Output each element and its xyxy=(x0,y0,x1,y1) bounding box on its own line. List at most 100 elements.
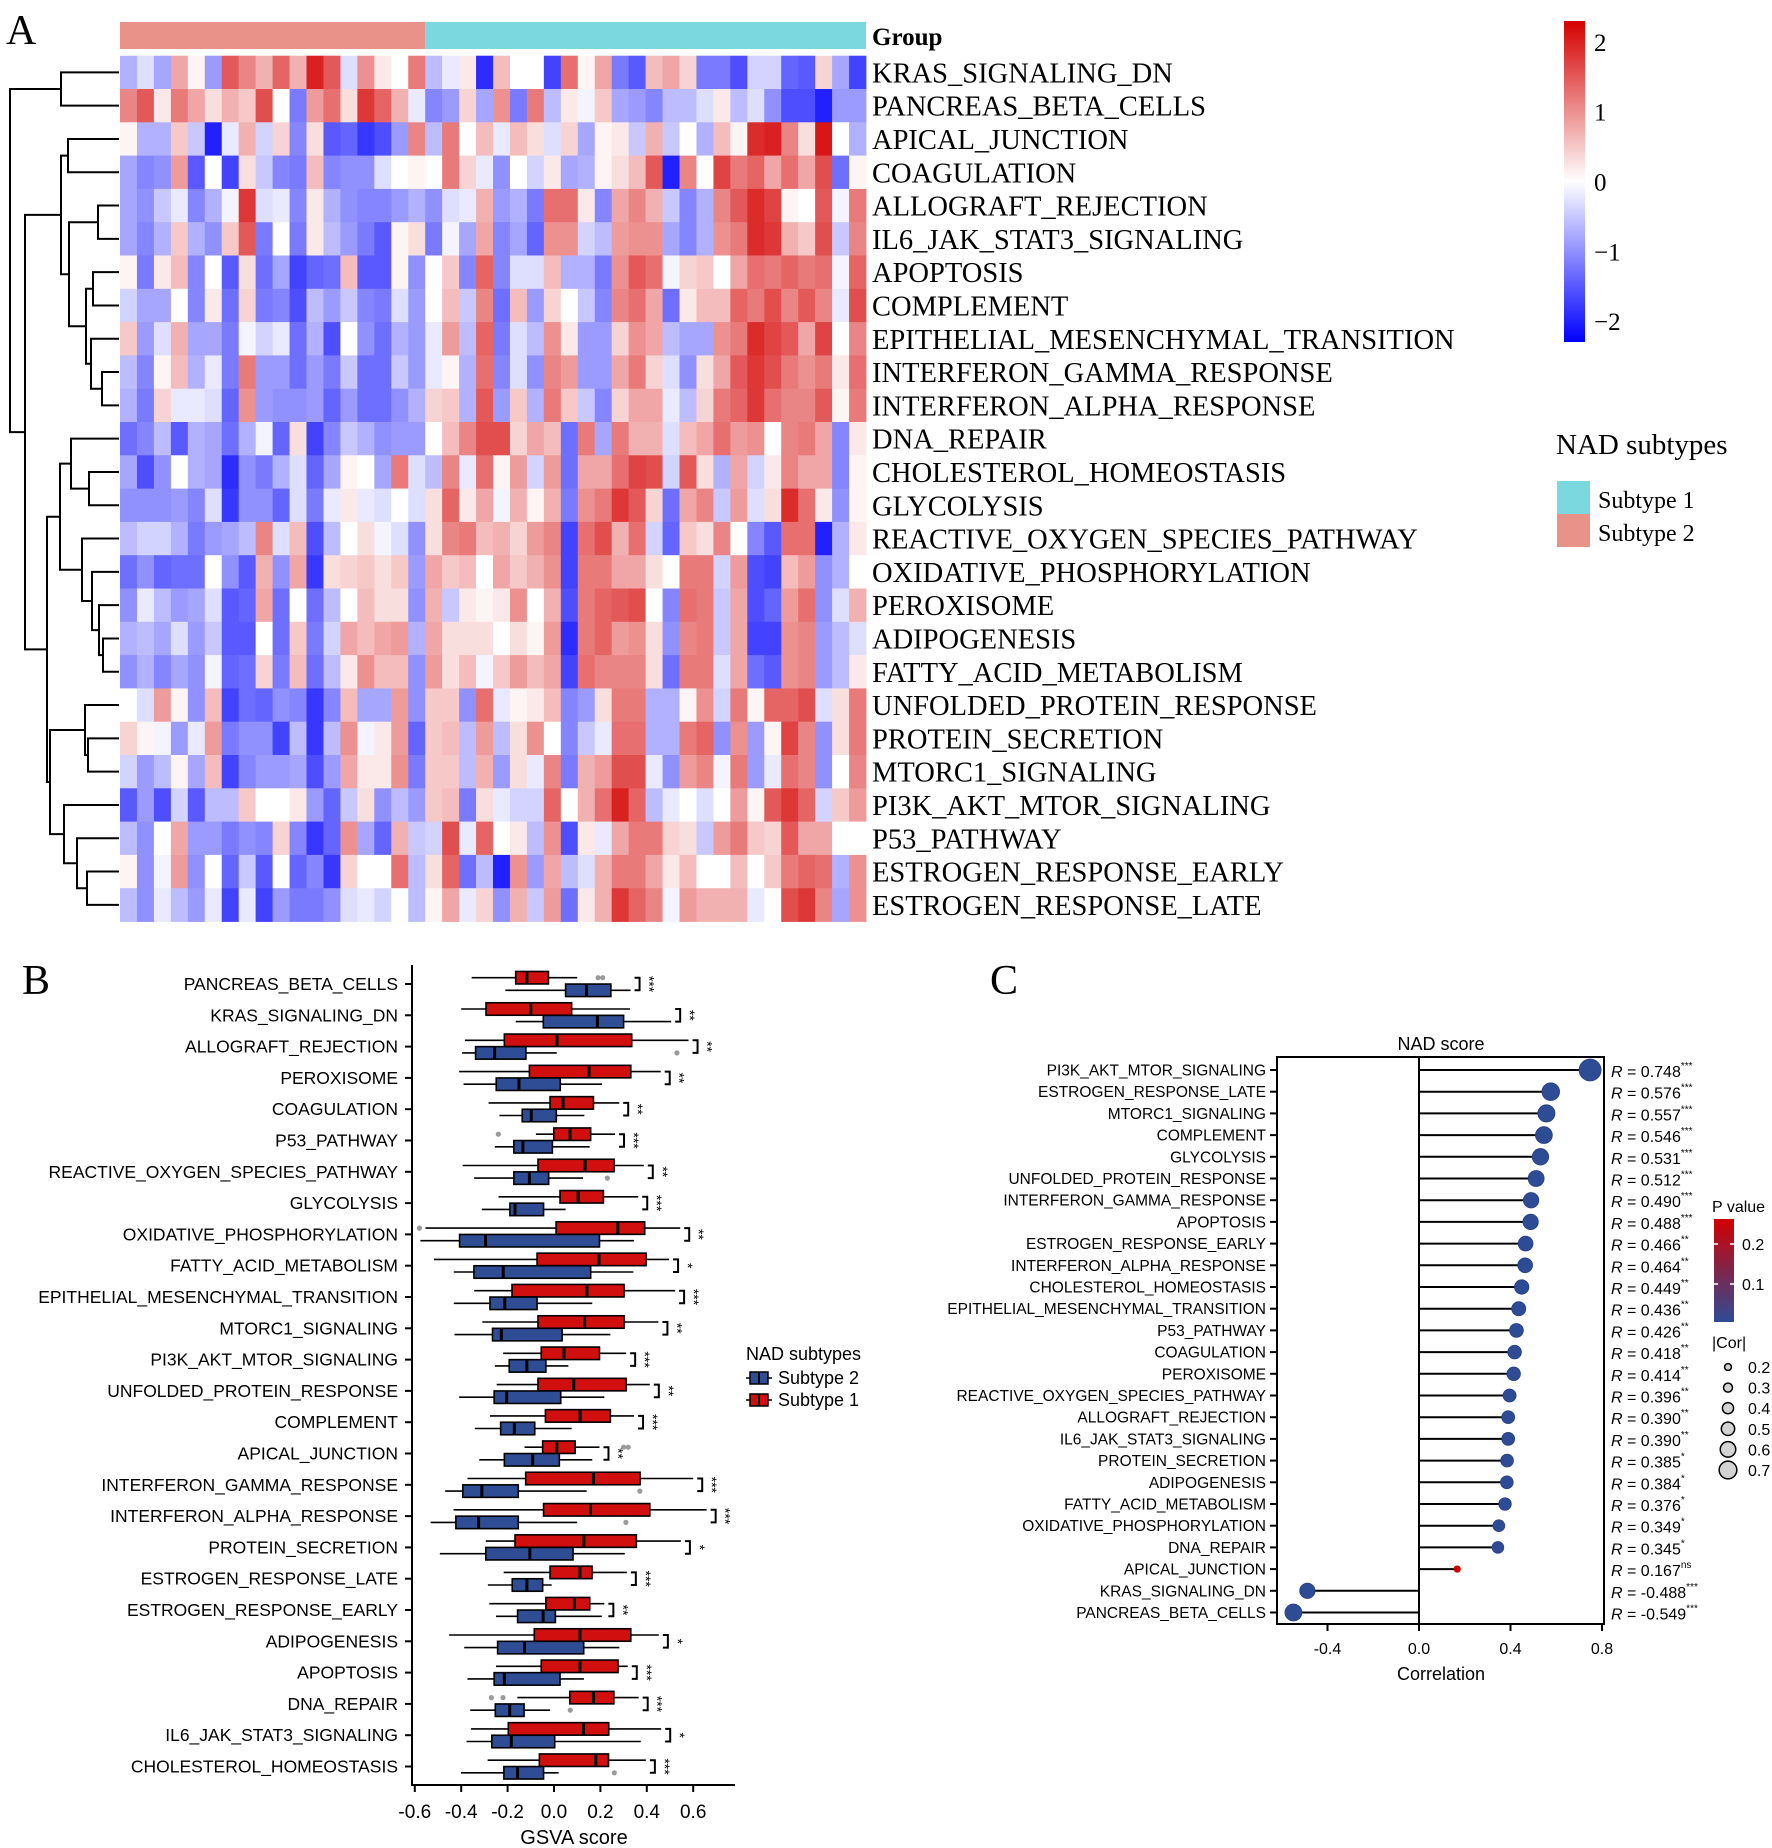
heatmap-cell xyxy=(645,655,663,689)
heatmap-cell xyxy=(306,555,324,589)
colorbar-tick-label: −1 xyxy=(1594,239,1621,266)
heatmap-cell xyxy=(645,122,663,156)
box xyxy=(458,1233,601,1248)
heatmap-cell xyxy=(577,388,596,423)
heatmap-cell xyxy=(153,188,172,223)
heatmap-cell xyxy=(798,721,816,756)
heatmap-cell xyxy=(509,155,528,190)
heatmap-cell xyxy=(136,322,155,356)
heatmap-cell xyxy=(374,621,392,656)
heatmap-cell xyxy=(187,355,206,390)
heatmap-cell xyxy=(509,255,528,290)
heatmap-cell xyxy=(526,455,545,489)
correlation-label: R = 0.414** xyxy=(1611,1365,1689,1385)
heatmap-cell xyxy=(289,721,307,756)
heatmap-cell xyxy=(272,455,290,489)
heatmap-cell xyxy=(849,721,867,756)
heatmap-cell xyxy=(526,188,545,223)
heatmap-cell xyxy=(526,222,545,256)
heatmap-cell xyxy=(764,688,782,723)
box xyxy=(568,1690,615,1705)
r-value: 0.490 xyxy=(1641,1194,1681,1211)
heatmap-cell xyxy=(357,355,375,390)
heatmap-cell xyxy=(323,388,341,423)
heatmap-cell xyxy=(153,122,172,156)
heatmap-cell xyxy=(560,888,579,922)
heatmap-cell xyxy=(289,222,307,256)
heatmap-cell xyxy=(187,89,206,123)
correlation-label: R = 0.426** xyxy=(1611,1321,1689,1341)
box xyxy=(559,1189,605,1204)
heatmap-cell xyxy=(120,155,138,190)
heatmap-cell xyxy=(611,122,630,156)
heatmap-cell xyxy=(747,821,765,856)
r-value: 0.414 xyxy=(1641,1368,1681,1385)
heatmap-cell xyxy=(781,355,799,390)
heatmap-cell xyxy=(730,621,748,656)
heatmap-cell xyxy=(425,255,443,290)
heatmap-cell xyxy=(187,288,206,323)
heatmap-cell xyxy=(577,455,596,489)
heatmap-cell xyxy=(781,854,799,889)
heatmap-cell xyxy=(306,55,324,90)
heatmap-cell xyxy=(289,288,307,323)
heatmap-cell xyxy=(425,322,443,356)
significance-label: ** xyxy=(630,1104,646,1115)
heatmap-cell xyxy=(238,155,257,190)
heatmap-row-label: PEROXISOME xyxy=(872,591,1054,622)
heatmap-cell xyxy=(323,655,341,689)
heatmap-cell xyxy=(340,89,358,123)
heatmap-cell xyxy=(679,455,697,489)
outlier-point xyxy=(637,1488,643,1494)
heatmap-cell xyxy=(764,222,782,256)
heatmap-row-label: APICAL_JUNCTION xyxy=(872,125,1129,156)
box xyxy=(555,1221,646,1236)
category-label: FATTY_ACID_METABOLISM xyxy=(1064,1497,1266,1514)
significance-bracket xyxy=(675,1008,682,1023)
heatmap-cell xyxy=(713,288,731,323)
significance-bracket xyxy=(664,1070,671,1086)
heatmap-cell xyxy=(187,555,206,589)
significance-label: *** xyxy=(1681,1213,1693,1224)
heatmap-cell xyxy=(543,155,562,190)
heatmap-cell xyxy=(221,188,240,223)
heatmap-cell xyxy=(645,688,663,723)
heatmap-cell xyxy=(323,188,341,223)
heatmap-cell xyxy=(442,422,460,456)
heatmap-cell xyxy=(730,422,748,456)
box xyxy=(511,1283,625,1298)
heatmap-cell xyxy=(408,188,426,223)
heatmap-cell xyxy=(170,688,189,723)
heatmap-cell xyxy=(781,455,799,489)
heatmap-cell xyxy=(696,888,714,922)
heatmap-cell xyxy=(560,89,579,123)
heatmap-cell xyxy=(272,555,290,589)
heatmap-row-label: IL6_JAK_STAT3_SIGNALING xyxy=(872,225,1243,256)
significance-label: ** xyxy=(1681,1235,1689,1246)
heatmap-cell xyxy=(764,755,782,789)
heatmap-cell xyxy=(323,821,341,856)
heatmap-cell xyxy=(357,288,375,323)
box xyxy=(514,970,550,985)
heatmap-cell xyxy=(289,122,307,156)
heatmap-cell xyxy=(526,521,545,556)
heatmap-cell xyxy=(628,455,646,489)
category-label: OXIDATIVE_PHOSPHORYLATION xyxy=(123,1224,398,1245)
heatmap-cell xyxy=(798,288,816,323)
heatmap-cell xyxy=(238,55,257,90)
heatmap-cell xyxy=(255,188,273,223)
heatmap-cell xyxy=(272,688,290,723)
heatmap-cell xyxy=(272,422,290,456)
box xyxy=(513,1139,554,1154)
heatmap-cell xyxy=(187,788,206,822)
dendrogram-branch xyxy=(60,154,69,276)
heatmap-cell xyxy=(255,455,273,489)
heatmap-cell xyxy=(764,854,782,889)
heatmap-cell xyxy=(340,854,358,889)
r-equals: = xyxy=(1623,1173,1641,1190)
heatmap-cell xyxy=(289,422,307,456)
heatmap-cell xyxy=(815,455,833,489)
heatmap-cell xyxy=(408,255,426,290)
heatmap-cell xyxy=(459,322,477,356)
heatmap-cell xyxy=(594,521,613,556)
